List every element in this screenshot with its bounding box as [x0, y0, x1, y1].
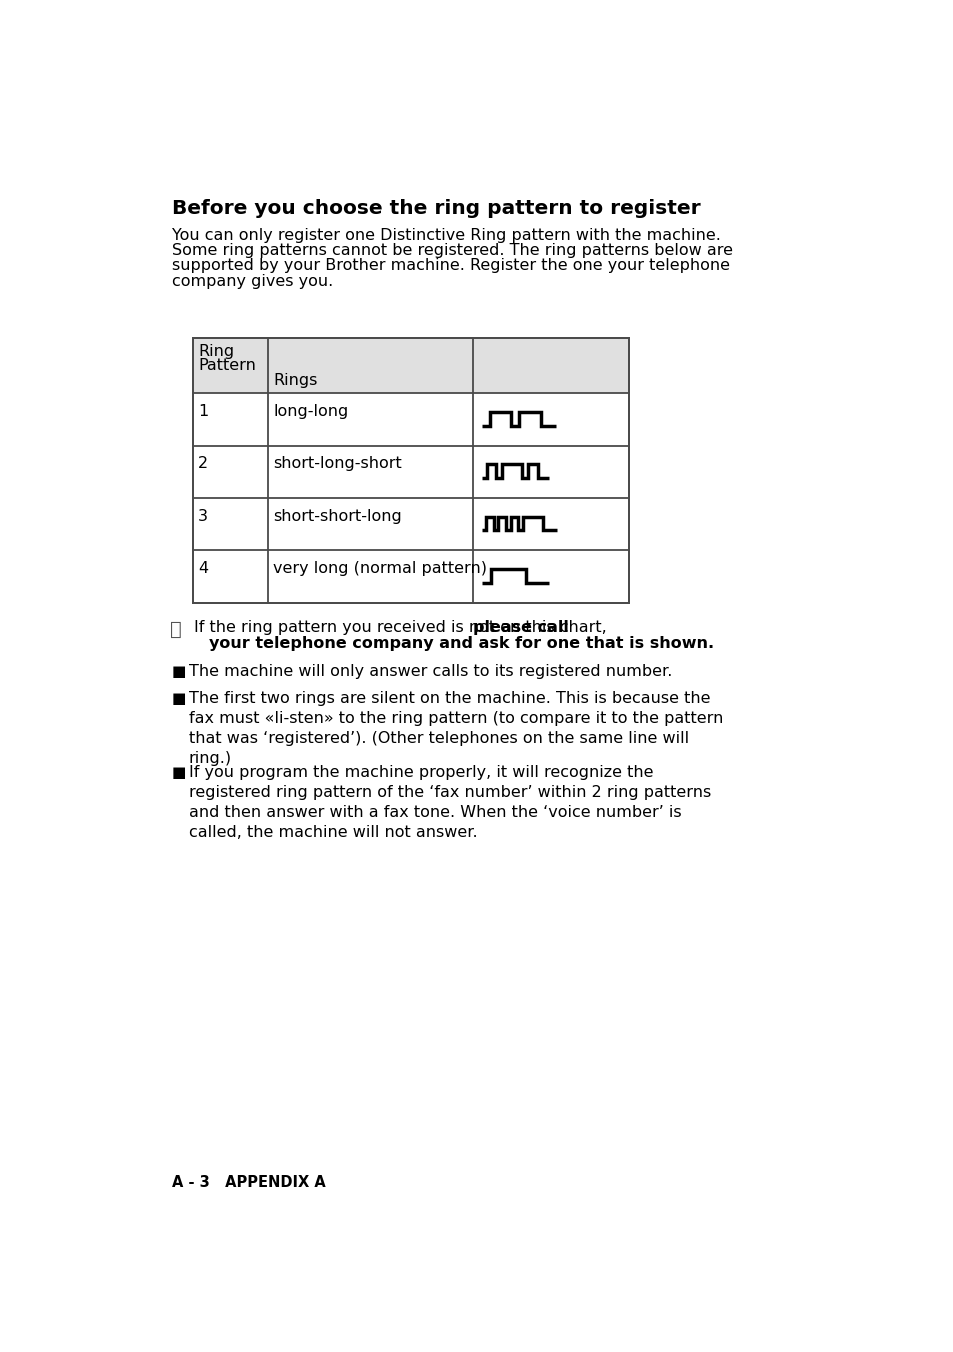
- Text: Ring: Ring: [198, 343, 234, 360]
- Text: please call: please call: [473, 619, 568, 634]
- Text: A - 3   APPENDIX A: A - 3 APPENDIX A: [172, 1175, 325, 1190]
- Text: The machine will only answer calls to its registered number.: The machine will only answer calls to it…: [189, 664, 672, 679]
- Text: 4: 4: [198, 561, 208, 576]
- Text: short-short-long: short-short-long: [274, 508, 402, 523]
- Text: If the ring pattern you received is not on this chart,: If the ring pattern you received is not …: [193, 619, 611, 634]
- Text: The first two rings are silent on the machine. This is because the
fax must «li­: The first two rings are silent on the ma…: [189, 691, 722, 767]
- Text: If you program the machine properly, it will recognize the
registered ring patte: If you program the machine properly, it …: [189, 765, 711, 840]
- Text: very long (normal pattern): very long (normal pattern): [274, 561, 487, 576]
- Text: 2: 2: [198, 457, 208, 472]
- Bar: [472, 338, 629, 393]
- Text: 📝: 📝: [171, 619, 182, 638]
- Text: 1: 1: [198, 404, 209, 419]
- Text: company gives you.: company gives you.: [172, 274, 333, 289]
- Text: Before you choose the ring pattern to register: Before you choose the ring pattern to re…: [172, 199, 700, 218]
- Text: You can only register one Distinctive Ring pattern with the machine.: You can only register one Distinctive Ri…: [172, 227, 720, 243]
- Text: 3: 3: [198, 508, 208, 523]
- Text: ■: ■: [172, 765, 186, 780]
- Text: ■: ■: [172, 664, 186, 679]
- Text: your telephone company and ask for one that is shown.: your telephone company and ask for one t…: [209, 635, 714, 650]
- Text: Rings: Rings: [274, 373, 317, 388]
- Text: long-long: long-long: [274, 404, 349, 419]
- Text: supported by your Brother machine. Register the one your telephone: supported by your Brother machine. Regis…: [172, 258, 729, 273]
- Bar: [193, 338, 629, 603]
- Text: Pattern: Pattern: [198, 358, 256, 373]
- Text: short-long-short: short-long-short: [274, 457, 402, 472]
- Bar: [193, 338, 629, 393]
- Text: ■: ■: [172, 691, 186, 706]
- Text: Some ring patterns cannot be registered. The ring patterns below are: Some ring patterns cannot be registered.…: [172, 243, 732, 258]
